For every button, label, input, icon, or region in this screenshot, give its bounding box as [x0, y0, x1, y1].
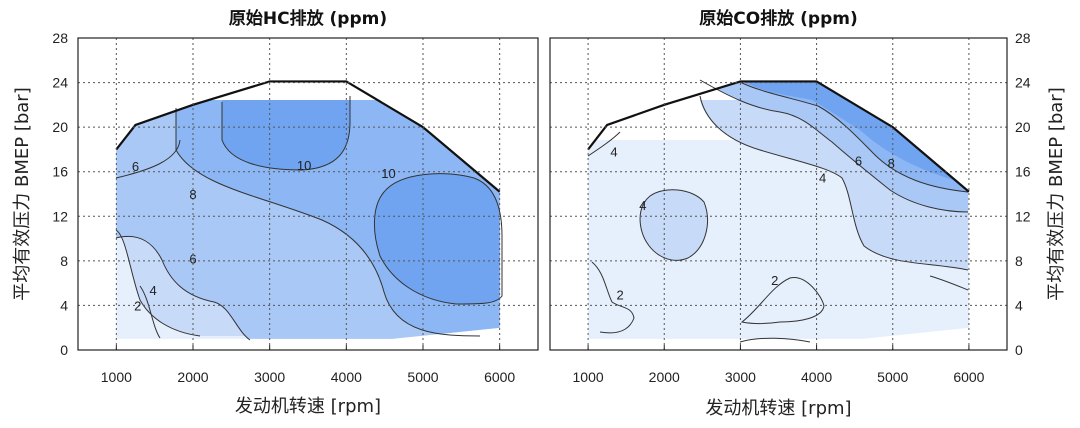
co-x-tick-label: 3000	[725, 369, 756, 385]
co-x-axis-label: 发动机转速 [rpm]	[705, 398, 851, 419]
co-y-tick-label: 28	[1015, 30, 1031, 46]
hc-contour-line	[373, 173, 503, 305]
co-grid	[550, 38, 1007, 350]
hc-y-tick-label: 12	[52, 208, 68, 224]
co-title: 原始CO排放 (ppm)	[699, 8, 857, 29]
hc-contour-line	[139, 285, 161, 339]
hc-contour-label: 10	[381, 166, 395, 181]
co-contour-label: 4	[819, 170, 826, 185]
co-plot-frame	[549, 37, 1008, 351]
co-contour-line	[699, 95, 969, 271]
co-contour-label: 2	[616, 287, 623, 302]
hc-y-tick-label: 24	[52, 75, 68, 91]
co-y-tick-label: 20	[1015, 119, 1031, 135]
hc-contour-label: 8	[189, 187, 196, 202]
co-y-tick-label: 16	[1015, 164, 1031, 180]
hc-x-tick-label: 4000	[331, 369, 362, 385]
co-x-tick-label: 2000	[649, 369, 680, 385]
co-x-tick-label: 5000	[877, 369, 908, 385]
hc-contour-label: 2	[134, 298, 141, 313]
hc-contour-labels: 24 6 6 8 10 10	[132, 158, 396, 313]
hc-x-axis-label: 发动机转速 [rpm]	[235, 396, 381, 417]
hc-contour-label: 4	[150, 283, 157, 298]
hc-y-tick-label: 28	[52, 30, 68, 46]
co-contour-lines	[587, 79, 969, 343]
hc-contour-label: 10	[297, 158, 311, 173]
hc-contour-label: 6	[132, 159, 139, 174]
hc-title: 原始HC排放 (ppm)	[229, 8, 387, 29]
co-y-tick-label: 0	[1015, 342, 1023, 358]
hc-x-tick-label: 5000	[407, 369, 438, 385]
co-contour-line	[591, 261, 635, 334]
hc-y-tick-label: 4	[60, 297, 68, 313]
hc-y-tick-label: 20	[52, 119, 68, 135]
co-contour-label: 4	[639, 198, 646, 213]
hc-x-tick-label: 2000	[177, 369, 208, 385]
hc-contour-label: 6	[189, 252, 196, 267]
co-contour-label: 4	[610, 145, 617, 160]
co-contour-line	[587, 131, 621, 157]
hc-region-8-10-b	[374, 173, 500, 304]
hc-y-tick-label: 16	[52, 164, 68, 180]
co-x-tick-label: 4000	[801, 369, 832, 385]
hc-y-tick-label: 8	[60, 253, 68, 269]
hc-contour-line	[115, 229, 201, 337]
co-contour-line	[639, 189, 708, 261]
hc-y-axis-label: 平均有效压力 BMEP [bar]	[12, 87, 33, 300]
hc-contour-line	[221, 96, 351, 171]
co-y-tick-label: 24	[1015, 75, 1031, 91]
hc-plot-frame	[77, 37, 539, 351]
co-contour-line	[929, 275, 969, 291]
co-contour-label: 6	[855, 154, 862, 169]
co-contour-label: 8	[888, 156, 895, 171]
co-contour-line	[699, 79, 969, 213]
co-x-tick-label: 6000	[953, 369, 984, 385]
co-max-load-curve	[587, 80, 970, 193]
co-contour-fill	[588, 81, 969, 340]
co-contour-line	[739, 81, 969, 193]
co-y-tick-label: 4	[1015, 297, 1023, 313]
hc-contour-line	[115, 139, 181, 179]
co-contour-labels: 4 4 2 2 4 6 8	[610, 145, 894, 303]
hc-y-tick-label: 0	[60, 342, 68, 358]
co-x-tick-label: 1000	[573, 369, 604, 385]
co-contour-label: 2	[771, 273, 778, 288]
hc-x-tick-label: 1000	[101, 369, 132, 385]
hc-x-tick-label: 6000	[484, 369, 515, 385]
co-y-tick-label: 12	[1015, 208, 1031, 224]
hc-grid	[78, 38, 538, 350]
co-y-tick-label: 8	[1015, 253, 1023, 269]
hc-contour-lines	[115, 96, 503, 341]
co-region-4-island	[640, 189, 708, 261]
co-y-axis-label: 平均有效压力 BMEP [bar]	[1046, 87, 1067, 300]
hc-x-tick-label: 3000	[254, 369, 285, 385]
hc-contour-line	[175, 108, 481, 337]
co-contour-line	[740, 277, 825, 324]
hc-region-8-10-a	[222, 100, 350, 170]
hc-contour-fill	[116, 100, 500, 340]
co-contour-line	[739, 337, 811, 343]
hc-contour-line	[115, 236, 251, 341]
